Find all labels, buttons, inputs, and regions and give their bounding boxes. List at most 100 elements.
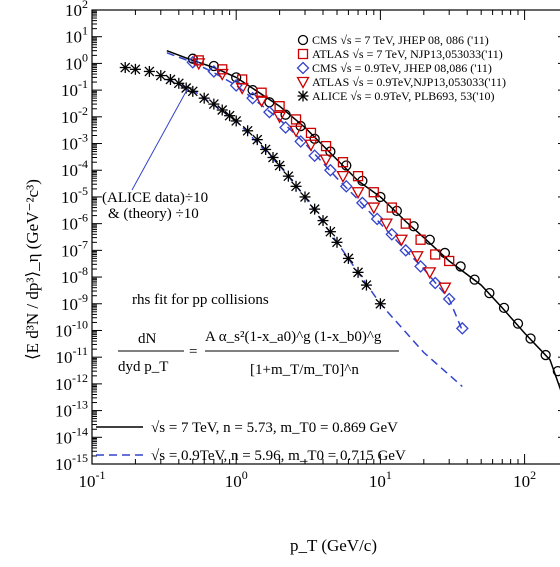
data-point	[164, 73, 176, 85]
data-point	[337, 157, 349, 168]
data-point	[430, 249, 441, 260]
data-point	[415, 234, 426, 245]
y-tick-label: 10-5	[61, 184, 88, 207]
data-point	[187, 85, 199, 97]
data-points	[119, 53, 560, 377]
data-point	[305, 127, 317, 139]
y-tick-label: 10-12	[55, 371, 88, 394]
data-point	[540, 349, 551, 361]
data-point	[339, 179, 353, 193]
legend-label: CMS √s = 7 TeV, JHEP 08, 086 ('11)	[312, 33, 489, 47]
legend-marker	[296, 76, 310, 89]
y-tick-label: 101	[65, 24, 88, 47]
data-point	[400, 218, 411, 229]
y-axis-label: ⟨E d³N / dp³⟩_η (GeV⁻²c³)	[23, 179, 42, 360]
y-tick-label: 10-3	[61, 131, 88, 154]
data-point	[294, 134, 308, 148]
data-point	[498, 302, 510, 314]
y-tick-label: 10-13	[55, 398, 88, 421]
data-point	[317, 215, 329, 227]
y-tick-label: 102	[65, 0, 88, 20]
rhs-fit-title: rhs fit for pp collisions	[132, 292, 269, 308]
legend-label: CMS √s = 0.9TeV, JHEP 08,086 ('11)	[312, 61, 492, 75]
legend-marker	[297, 48, 309, 60]
plot-frame	[91, 9, 560, 465]
y-tick-label: 10-1	[61, 77, 88, 100]
x-axis-label: p_T (GeV/c)	[290, 536, 377, 555]
data-point	[290, 180, 302, 192]
y-tick-label: 10-7	[61, 237, 88, 260]
y-tick-label: 10-15	[55, 451, 88, 474]
formula-lhs-numerator: dN	[138, 331, 157, 347]
data-point	[442, 292, 456, 306]
data-point	[216, 104, 228, 116]
y-tick-label: 10-6	[61, 211, 88, 234]
data-point	[320, 140, 332, 152]
y-tick-label: 10-11	[55, 344, 88, 367]
data-point	[192, 58, 206, 71]
legend-label: ALICE √s = 0.9TeV, PLB693, 53('10)	[312, 89, 494, 103]
legend-label: ATLAS √s = 0.9TeV,NJP13,053033('11)	[312, 75, 506, 89]
data-point	[280, 109, 291, 120]
data-point	[319, 154, 333, 167]
data-point	[304, 139, 318, 152]
data-point	[414, 260, 428, 273]
data-point	[367, 202, 381, 215]
annotations: (ALICE data)÷10 & (theory) ÷10 rhs fit f…	[96, 87, 406, 464]
formula-equals: =	[189, 344, 197, 360]
data-point	[444, 255, 455, 267]
alice-note-line2: & (theory) ÷10	[108, 206, 199, 222]
x-tick-label: 100	[225, 468, 248, 491]
data-point	[394, 234, 409, 247]
data-point	[410, 251, 424, 264]
data-point	[273, 111, 287, 124]
data-point	[374, 298, 386, 310]
data-point	[484, 287, 495, 299]
data-point	[129, 63, 141, 75]
alice-note-arrow	[131, 87, 189, 191]
y-tick-label: 10-4	[61, 157, 88, 180]
data-point	[399, 243, 413, 257]
data-point	[423, 267, 437, 280]
data-point	[235, 82, 249, 95]
data-point	[230, 115, 242, 127]
legend-label: ATLAS √s = 7 TeV, NJP13,053033('11)	[312, 47, 503, 61]
legend-marker	[297, 34, 309, 46]
data-point	[469, 274, 480, 285]
alice-note-line1: (ALICE data)÷10	[102, 190, 208, 206]
data-point	[274, 160, 286, 172]
data-point	[260, 143, 272, 155]
data-point	[379, 218, 393, 231]
data-point	[143, 65, 155, 77]
data-point	[309, 133, 320, 144]
data-point	[308, 149, 322, 163]
data-point	[351, 187, 365, 200]
data-point	[290, 114, 302, 125]
data-point	[352, 171, 364, 182]
y-tick-label: 10-14	[55, 424, 88, 447]
formula-lhs-denominator: dyd p_T	[118, 359, 168, 375]
x-tick-label: 10-1	[79, 468, 106, 491]
data-point	[331, 236, 343, 248]
data-point	[242, 125, 254, 137]
data-point	[360, 279, 372, 291]
data-point	[370, 212, 384, 226]
data-point	[341, 160, 352, 171]
data-point	[215, 68, 229, 81]
data-point	[324, 226, 336, 238]
data-point	[408, 221, 419, 232]
legend-marker	[297, 90, 309, 102]
data-point	[455, 261, 466, 272]
data-point	[155, 70, 167, 82]
y-tick-label: 10-2	[61, 104, 88, 127]
data-point	[263, 105, 276, 119]
data-point	[438, 282, 452, 295]
data-point	[355, 196, 369, 210]
formula-rhs-numerator: A α_s²(1-x_a0)^g (1-x_b0)^g	[205, 329, 382, 345]
data-point	[254, 95, 269, 108]
data-point	[231, 72, 242, 83]
y-tick-label: 10-9	[61, 291, 88, 314]
data-point	[198, 92, 210, 104]
